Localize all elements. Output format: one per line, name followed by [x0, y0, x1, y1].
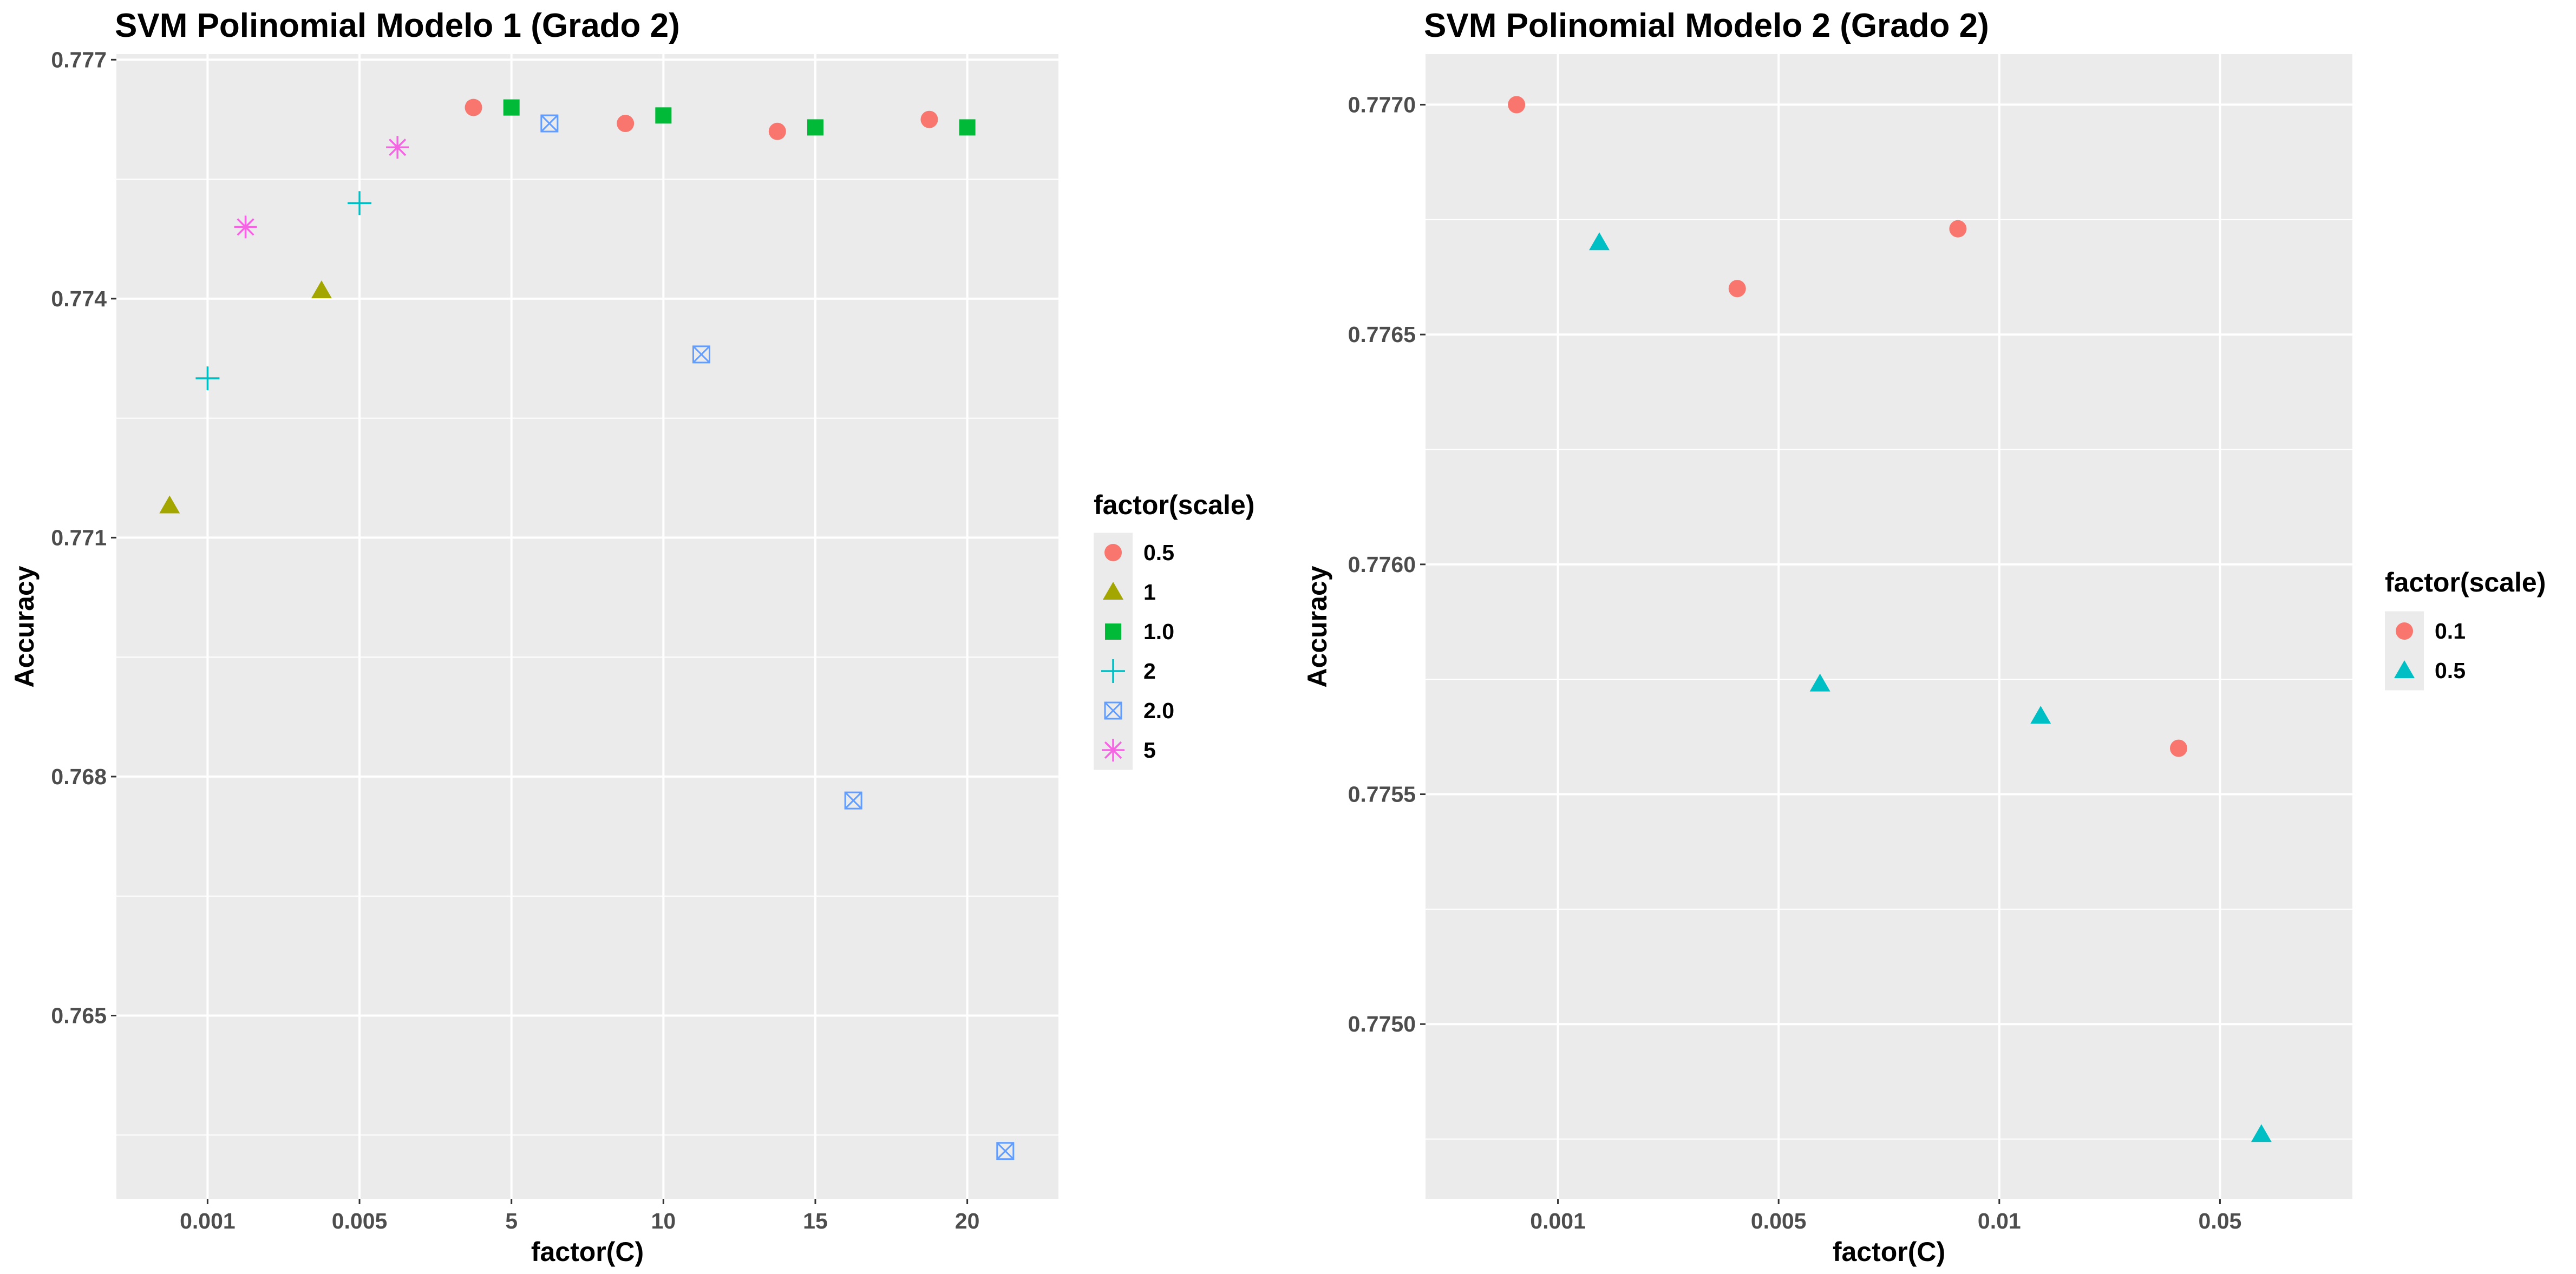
legend-key-symbol: [1105, 623, 1121, 640]
data-point: [159, 495, 180, 514]
data-point: [195, 366, 220, 391]
x-tick-label: 5: [505, 1209, 518, 1233]
chart-2-y-axis-label: Accuracy: [1302, 566, 1332, 687]
data-point: [465, 98, 482, 116]
data-point: [617, 115, 635, 133]
legend-key-symbol: [1104, 701, 1122, 720]
legend-key-symbol: [1102, 739, 1124, 761]
legend-item: 0.1: [2385, 611, 2466, 651]
data-point: [2251, 1124, 2272, 1142]
chart-2-gridlines: [1426, 54, 2352, 1199]
y-tick-label: 0.765: [51, 1003, 107, 1028]
legend-label: 1.0: [1143, 619, 1174, 644]
y-tick-label: 0.777: [51, 47, 107, 72]
legend-key-symbol: [2396, 622, 2413, 640]
data-point: [386, 136, 409, 159]
legend-key-symbol: [2394, 660, 2415, 678]
chart-2-title: SVM Polinomial Modelo 2 (Grado 2): [1424, 7, 1989, 44]
x-tick-label: 0.001: [180, 1209, 236, 1233]
x-tick-label: 0.05: [2199, 1209, 2242, 1233]
legend-label: 2.0: [1143, 698, 1174, 723]
chart-1-x-axis: 0.001 0.005 5 10 15 20: [180, 1199, 979, 1233]
chart-1-legend: factor(scale) 0.5 1 1.0 2 2.0 5: [1094, 490, 1254, 770]
legend-key-symbol: [1101, 659, 1125, 683]
legend-item: 1.0: [1094, 612, 1174, 652]
data-point: [959, 119, 976, 136]
chart-2-x-axis-label: factor(C): [1833, 1237, 1945, 1267]
legend-item: 0.5: [2385, 651, 2466, 691]
legend-label: 2: [1143, 659, 1156, 684]
chart-2-points: [1508, 96, 2272, 1142]
chart-1-y-axis-label: Accuracy: [9, 566, 40, 687]
legend-label: 0.5: [2435, 658, 2466, 683]
data-point: [234, 215, 257, 239]
data-point: [2170, 739, 2187, 757]
data-point: [692, 345, 710, 364]
legend-key-symbol: [1104, 544, 1122, 561]
data-point: [1949, 220, 1967, 238]
data-point: [1728, 280, 1746, 298]
x-tick-label: 15: [803, 1209, 828, 1233]
data-point: [503, 99, 520, 116]
chart-2-y-axis: 0.7770 0.7765 0.7760 0.7755 0.7750: [1348, 92, 1426, 1036]
chart-2-legend-title: factor(scale): [2385, 567, 2546, 597]
data-point: [348, 191, 372, 215]
legend-key-symbol: [1103, 582, 1123, 600]
y-tick-label: 0.7770: [1348, 92, 1416, 117]
chart-1-title: SVM Polinomial Modelo 1 (Grado 2): [115, 7, 680, 44]
legend-item: 5: [1094, 730, 1156, 770]
chart-1-gridlines: [116, 54, 1058, 1199]
chart-1-legend-title: factor(scale): [1094, 490, 1254, 520]
y-tick-label: 0.768: [51, 764, 107, 789]
y-tick-label: 0.7750: [1348, 1012, 1416, 1036]
x-tick-label: 0.005: [1751, 1209, 1807, 1233]
legend-item: 2.0: [1094, 691, 1174, 731]
legend-label: 5: [1143, 738, 1156, 763]
data-point: [807, 119, 823, 136]
y-tick-label: 0.771: [51, 525, 107, 550]
data-point: [1809, 673, 1830, 692]
chart-2-x-axis: 0.001 0.005 0.01 0.05: [1530, 1199, 2241, 1233]
chart-2: SVM Polinomial Modelo 2 (Grado 2) 0.7770…: [1302, 7, 2546, 1267]
x-tick-label: 0.01: [1978, 1209, 2021, 1233]
data-point: [311, 280, 332, 299]
x-tick-label: 10: [651, 1209, 676, 1233]
data-point: [1589, 232, 1610, 251]
data-point: [540, 114, 559, 133]
y-tick-label: 0.7755: [1348, 782, 1416, 807]
chart-1-y-axis: 0.777 0.774 0.771 0.768 0.765: [51, 47, 116, 1028]
data-point: [1508, 96, 1526, 114]
legend-label: 0.1: [2435, 619, 2466, 643]
data-point: [920, 110, 938, 128]
x-tick-label: 20: [955, 1209, 980, 1233]
data-point: [2030, 706, 2051, 724]
data-point: [655, 107, 672, 124]
x-tick-label: 0.001: [1530, 1209, 1586, 1233]
data-point: [768, 122, 786, 140]
legend-label: 1: [1143, 580, 1156, 605]
legend-item: 2: [1094, 651, 1156, 691]
data-point: [844, 791, 862, 810]
legend-item: 1: [1094, 572, 1156, 612]
chart-1-x-axis-label: factor(C): [531, 1237, 644, 1267]
chart-2-legend: factor(scale) 0.1 0.5: [2385, 567, 2546, 691]
chart-1: SVM Polinomial Modelo 1 (Grado 2) 0.7770…: [9, 7, 1254, 1267]
y-tick-label: 0.774: [51, 286, 107, 311]
y-tick-label: 0.7765: [1348, 322, 1416, 347]
legend-item: 0.5: [1094, 533, 1174, 573]
data-point: [996, 1142, 1015, 1160]
chart-1-points: [159, 98, 1015, 1160]
legend-label: 0.5: [1143, 540, 1174, 565]
y-tick-label: 0.7760: [1348, 552, 1416, 577]
chart-1-plot-panel: [116, 54, 1058, 1199]
chart-2-plot-panel: [1426, 54, 2352, 1199]
x-tick-label: 0.005: [332, 1209, 388, 1233]
